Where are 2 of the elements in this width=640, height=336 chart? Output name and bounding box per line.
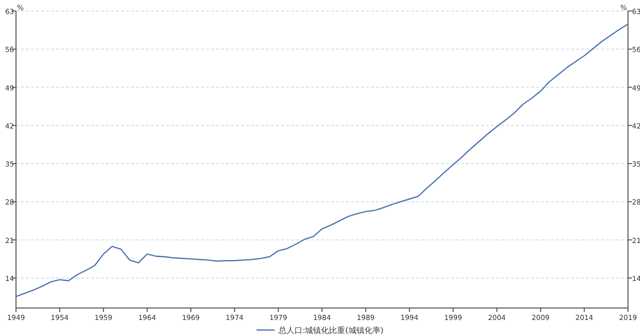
line-series	[15, 23, 629, 298]
legend-label: 总人口:城镇化比重(城镇化率)	[278, 326, 384, 335]
